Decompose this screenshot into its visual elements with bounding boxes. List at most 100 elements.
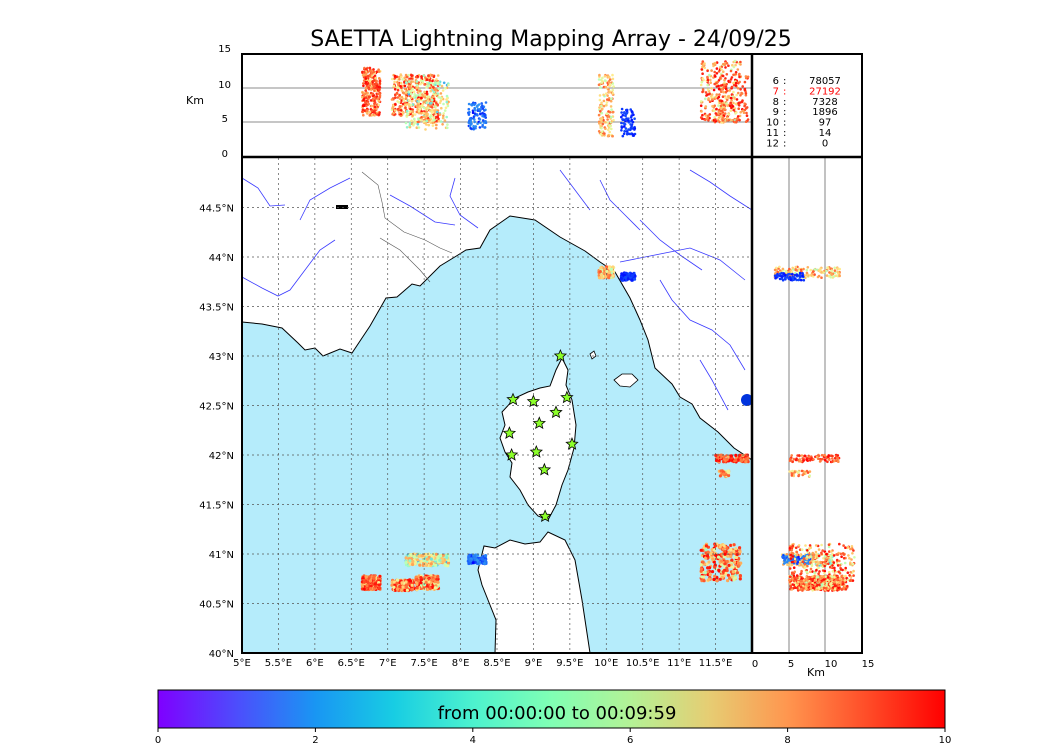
altitude-lon-point bbox=[362, 82, 365, 85]
altitude-lon-point bbox=[620, 111, 623, 114]
colorbar-label: from 00:00:00 to 00:09:59 bbox=[438, 703, 677, 724]
altitude-lat-point bbox=[795, 574, 799, 577]
lightning-source-point bbox=[400, 581, 404, 585]
altitude-lat-point bbox=[841, 576, 845, 580]
lightning-source-point bbox=[722, 543, 726, 548]
altitude-lon-point bbox=[621, 118, 624, 121]
lightning-source-point bbox=[728, 576, 732, 580]
lightning-source-point bbox=[611, 274, 615, 278]
station-star-icon bbox=[560, 390, 574, 404]
altitude-lat-point bbox=[813, 571, 816, 574]
altitude-lon-point bbox=[393, 74, 397, 78]
altitude-lon-point bbox=[374, 76, 378, 80]
altitude-lon-point bbox=[731, 63, 734, 67]
lightning-source-point bbox=[741, 453, 745, 458]
lightning-source-point bbox=[372, 587, 376, 591]
altitude-lon-point bbox=[398, 105, 402, 109]
lightning-source-point bbox=[409, 553, 413, 557]
altitude-lat-point bbox=[811, 560, 815, 564]
altitude-lon-point bbox=[377, 97, 380, 100]
altitude-lon-point bbox=[377, 103, 381, 107]
lightning-source-point bbox=[430, 553, 434, 558]
altitude-lon-point bbox=[398, 93, 402, 97]
lightning-source-point bbox=[708, 573, 712, 577]
map-xtick-label: 10°E bbox=[594, 658, 618, 669]
altitude-lon-point bbox=[410, 74, 414, 78]
lightning-source-point bbox=[480, 557, 485, 561]
altitude-lon-point bbox=[411, 114, 414, 117]
altitude-lon-point bbox=[402, 99, 406, 102]
altitude-lon-point bbox=[411, 80, 415, 83]
altitude-lat-point bbox=[780, 275, 784, 279]
altitude-lon-point bbox=[722, 90, 725, 94]
lightning-source-point bbox=[727, 550, 731, 554]
station-star-icon bbox=[537, 462, 552, 476]
altitude-lon-point bbox=[629, 123, 632, 126]
altitude-lon-point bbox=[601, 76, 604, 80]
altitude-lon-point bbox=[624, 114, 627, 117]
altitude-lon-point bbox=[737, 104, 741, 107]
altitude-lat-point bbox=[782, 272, 786, 276]
altitude-lon-point bbox=[734, 120, 737, 124]
altitude-lat-point bbox=[815, 564, 819, 567]
altitude-lon-point bbox=[704, 97, 707, 101]
altitude-lat-point bbox=[800, 454, 804, 457]
lightning-source-point bbox=[705, 562, 709, 566]
station-star-icon bbox=[538, 509, 552, 523]
altitude-lat-point bbox=[788, 567, 792, 570]
altitude-lon-point bbox=[610, 97, 613, 100]
altitude-lon-point bbox=[393, 109, 397, 112]
lightning-source-point bbox=[726, 579, 730, 583]
altitude-lon-point bbox=[625, 130, 629, 133]
altitude-lat-point bbox=[776, 272, 779, 276]
altitude-lat-point bbox=[790, 471, 794, 475]
altitude-lon-point bbox=[612, 85, 615, 88]
altitude-lon-point bbox=[427, 123, 431, 127]
altitude-lon-point bbox=[713, 104, 716, 107]
lightning-source-point bbox=[729, 563, 734, 567]
count-row-value: 1896 bbox=[812, 107, 837, 118]
altitude-lon-point bbox=[402, 91, 406, 95]
altitude-lat-point bbox=[809, 561, 812, 565]
altitude-lon-point bbox=[598, 106, 601, 109]
lightning-source-point bbox=[419, 576, 423, 580]
altitude-lon-point bbox=[433, 87, 437, 91]
altitude-lon-point bbox=[629, 108, 632, 111]
altitude-lat-point bbox=[823, 560, 826, 564]
altitude-lon-point bbox=[439, 92, 443, 95]
altitude-lon-point bbox=[717, 104, 720, 107]
altitude-lat-point bbox=[797, 473, 801, 477]
altitude-lon-point bbox=[415, 80, 419, 83]
altitude-lon-point bbox=[739, 111, 742, 114]
lightning-source-point bbox=[630, 278, 634, 282]
altitude-lon-point bbox=[435, 123, 438, 127]
altitude-lon-point bbox=[434, 81, 437, 84]
altitude-lon-point bbox=[605, 112, 609, 115]
altitude-lon-point bbox=[597, 78, 601, 81]
altitude-lat-point bbox=[786, 276, 789, 279]
altitude-lat-point bbox=[836, 267, 839, 271]
altitude-lon-point bbox=[597, 130, 601, 133]
altitude-lon-point bbox=[400, 75, 403, 79]
altitude-lat-point bbox=[831, 570, 835, 573]
altitude-lon-point bbox=[713, 116, 716, 119]
altitude-lat-point bbox=[793, 557, 797, 561]
altitude-lat-point bbox=[829, 275, 833, 279]
lightning-source-point bbox=[602, 271, 606, 275]
altitude-lat-point bbox=[796, 589, 800, 592]
altitude-lat-point bbox=[789, 553, 793, 557]
altitude-lon-point bbox=[436, 92, 440, 95]
altitude-lat-point bbox=[776, 274, 779, 278]
altitude-lon-point bbox=[737, 101, 741, 105]
altitude-lon-point bbox=[745, 106, 749, 109]
altitude-lon-point bbox=[445, 100, 449, 104]
altitude-lat-point bbox=[824, 459, 827, 462]
altitude-lat-point bbox=[794, 458, 798, 462]
altitude-lon-point bbox=[441, 123, 444, 126]
altitude-lat-point bbox=[794, 546, 798, 550]
count-row-separator: : bbox=[783, 128, 786, 139]
altitude-lat-point bbox=[843, 579, 847, 582]
altitude-lat-point bbox=[848, 579, 852, 582]
altitude-lon-point bbox=[706, 83, 709, 87]
altitude-lon-point bbox=[395, 91, 399, 95]
